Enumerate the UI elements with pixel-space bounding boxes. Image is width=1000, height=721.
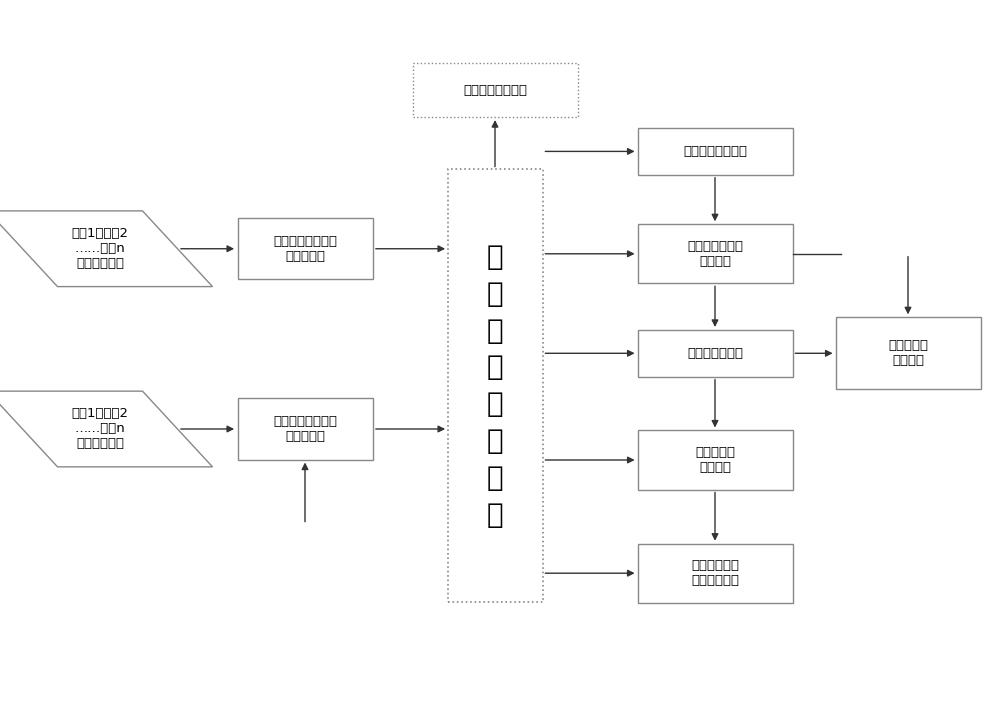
Bar	[638, 224, 792, 283]
Bar	[238, 398, 372, 460]
Text: 灵敏度分析模块: 灵敏度分析模块	[687, 347, 743, 360]
Text: 矩阵柱状图
显示模块: 矩阵柱状图 显示模块	[888, 340, 928, 367]
Bar	[413, 63, 578, 117]
Text: 核
心
数
据
结
构
模
块: 核 心 数 据 结 构 模 块	[487, 243, 503, 528]
Bar	[836, 317, 980, 389]
Text: 虚实试验匹配模块: 虚实试验匹配模块	[683, 145, 747, 158]
Text: 多状态实物试验数
据导入模块: 多状态实物试验数 据导入模块	[273, 235, 337, 262]
Polygon shape	[0, 211, 212, 286]
Polygon shape	[0, 391, 212, 467]
Text: 多状态虚拟试验数
据导入模块: 多状态虚拟试验数 据导入模块	[273, 415, 337, 443]
Text: 试验结果相关性
分析模块: 试验结果相关性 分析模块	[687, 240, 743, 267]
Bar	[638, 330, 792, 376]
Text: 多状态模型
修正模块: 多状态模型 修正模块	[695, 446, 735, 474]
Text: 状态1、状态2
……状态n
虚拟试验数据: 状态1、状态2 ……状态n 虚拟试验数据	[72, 407, 128, 451]
Bar	[238, 218, 372, 279]
Text: 状态1、状态2
……状态n
实物试验数据: 状态1、状态2 ……状态n 实物试验数据	[72, 227, 128, 270]
Bar	[638, 430, 792, 490]
Bar	[448, 169, 542, 602]
Bar	[638, 128, 792, 174]
Text: 三维图形显示模块: 三维图形显示模块	[463, 84, 527, 97]
Bar	[638, 544, 792, 603]
Text: 虚拟试验模型
更新求解模块: 虚拟试验模型 更新求解模块	[691, 559, 739, 587]
